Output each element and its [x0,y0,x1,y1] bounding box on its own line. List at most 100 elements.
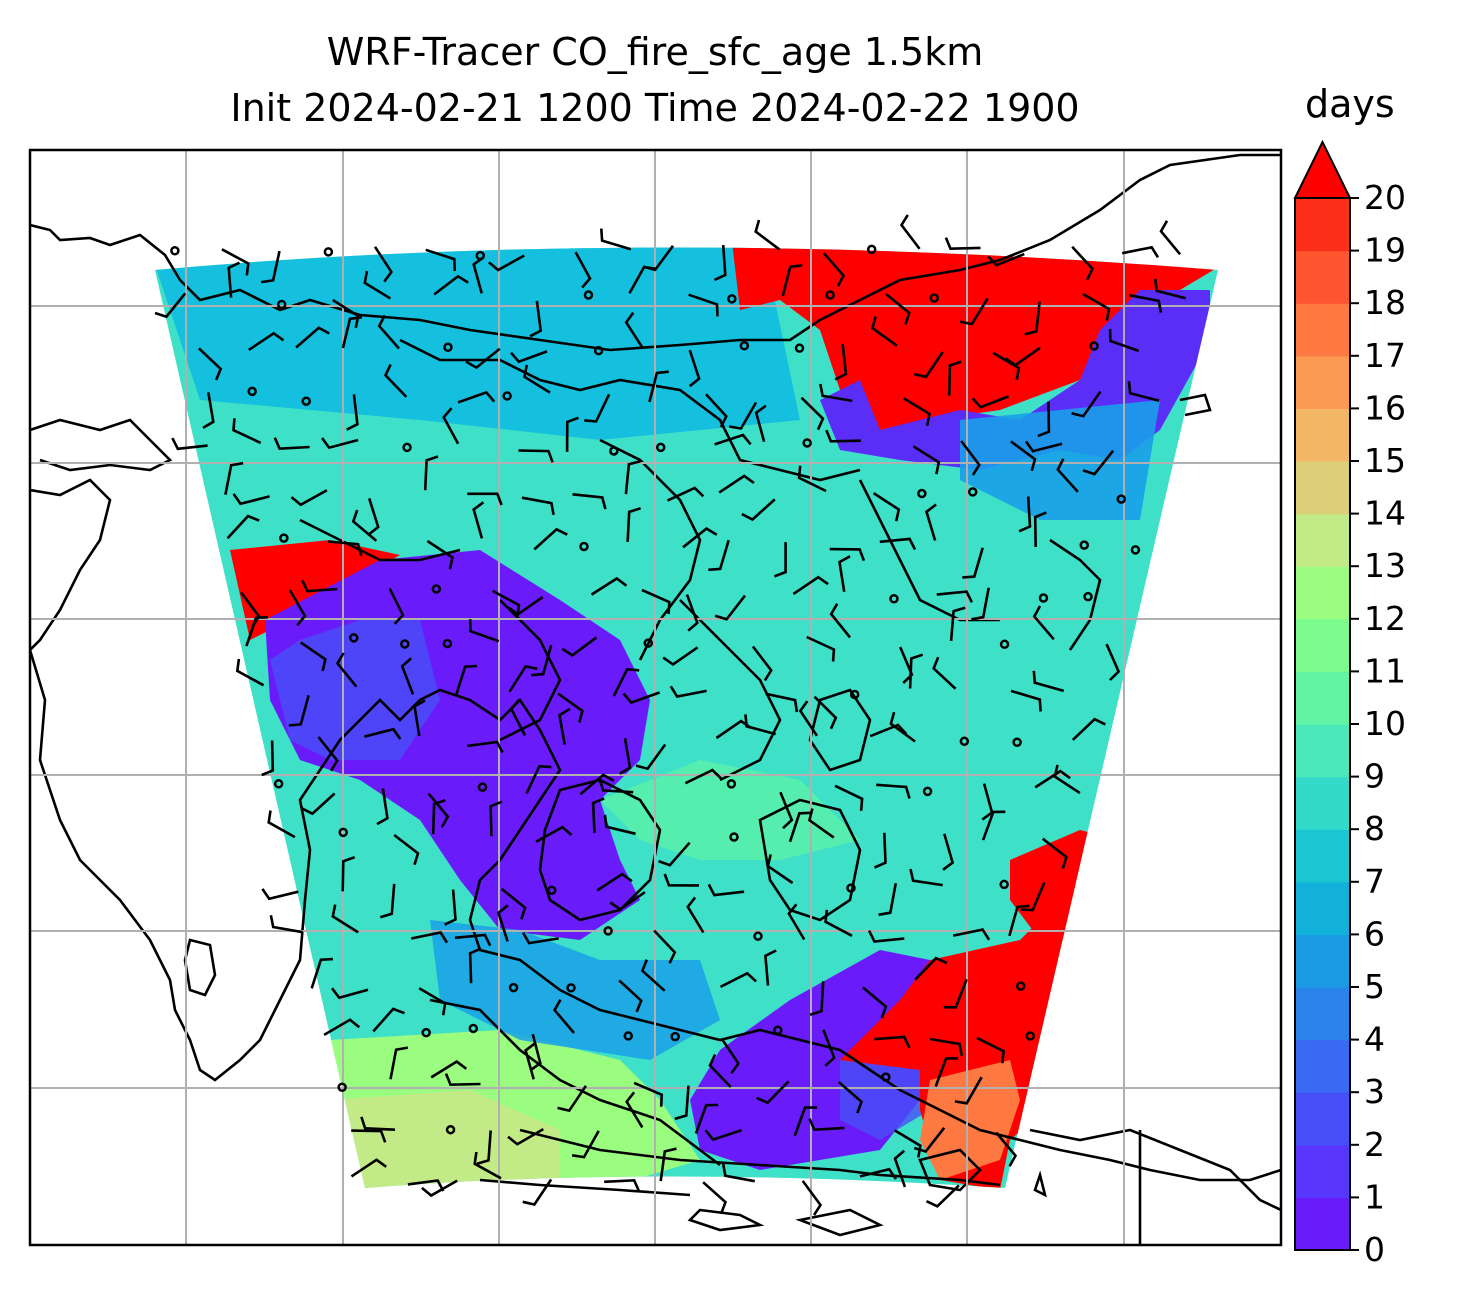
calm-wind-marker [603,926,613,936]
wind-barb [1129,293,1163,313]
colorbar-tick-label: 17 [1364,336,1406,375]
wind-barb [773,542,787,578]
wind-barb [1082,449,1115,476]
calm-wind-marker [623,1031,634,1041]
wind-barb [328,540,363,557]
calm-wind-marker [442,638,453,649]
colorbar-tick-label: 9 [1364,757,1385,796]
wind-barb [421,1179,458,1198]
wind-barb [721,1163,756,1183]
wind-barb [496,904,509,942]
wind-barb [321,437,359,450]
calm-wind-marker [670,1031,680,1042]
wind-barb [609,891,646,911]
calm-wind-marker [508,982,519,993]
wind-barb [792,575,829,595]
calm-wind-marker [917,488,927,499]
calm-wind-marker [655,442,666,453]
wind-barb [873,832,887,869]
wind-barb [584,393,611,423]
wind-barb [431,798,446,835]
gridlines [30,150,1281,1245]
wind-barb [473,1151,502,1180]
wind-barb [372,1007,405,1033]
wind-barb [708,1053,732,1088]
wind-barb [971,395,1010,409]
calm-wind-marker [337,1082,347,1093]
colorbar-tick-label: 13 [1364,546,1406,585]
wind-barb [685,594,699,632]
calm-wind-marker [1015,981,1026,991]
calm-wind-marker [583,290,594,300]
colorbar-segment [1295,829,1350,883]
wind-barb [754,404,767,443]
wind-barb [579,773,615,796]
wind-barb [741,498,776,522]
calm-wind-marker [566,983,576,993]
wind-barb [663,873,700,887]
wind-barb [694,1103,719,1134]
wind-barb [410,931,449,944]
colorbar-segment [1295,566,1350,620]
wind-barb [248,331,285,351]
wind-barb [198,347,223,381]
colorbar-segment [1295,776,1350,830]
wind-barb [1159,220,1182,256]
wind-barb [467,740,504,754]
wind-barb [825,429,861,443]
wind-barb [360,1116,396,1131]
wind-barb [351,509,378,542]
wind-barb [273,437,310,451]
wind-barb [1032,670,1065,693]
wind-barb [525,764,552,794]
wind-barb [869,723,908,738]
wind-barb [1154,278,1187,300]
wind-barb [590,576,628,596]
colorbar-segment [1295,408,1350,462]
wind-barb [363,270,392,300]
wind-barb [221,248,250,276]
wind-barb [301,792,336,816]
wind-barb [628,265,657,294]
wind-barb [976,1036,1005,1064]
wind-barb [522,1178,553,1206]
wind-barb [500,887,527,920]
calm-wind-marker [279,533,289,543]
wind-barb [413,699,426,737]
wind-barb [331,904,359,934]
wind-barb [876,783,911,799]
wind-barb [932,656,957,690]
wind-barb [813,695,838,730]
colorbar-segment [1295,250,1350,304]
wind-barb [612,667,640,697]
wind-barb [720,1037,740,1075]
wind-barb [454,933,492,947]
wind-barb [669,685,707,698]
wind-barb [889,711,916,743]
wind-barb [557,1085,587,1113]
colorbar-tick-label: 19 [1364,231,1406,270]
wind-barb [1008,904,1030,937]
tracer-age-field [155,247,1218,1188]
wind-barb [719,971,757,989]
calm-wind-marker [825,290,835,300]
wind-barb [936,590,974,603]
calm-wind-marker [400,639,410,649]
colorbar-tick-label: 7 [1364,862,1385,901]
wind-barb [766,854,794,885]
wind-barb [798,700,819,737]
wind-barb [553,998,575,1034]
wind-barb [317,736,339,772]
wind-barb [624,311,644,349]
wind-barb [301,579,338,593]
wind-barb [535,825,573,843]
wind-barb [682,527,718,549]
wind-barb [702,1181,728,1214]
wind-barb [658,841,691,867]
wind-barb [393,833,420,866]
wind-barb [912,445,941,475]
wind-barb [714,433,752,446]
wind-barb [744,714,776,736]
calm-wind-marker [643,638,654,648]
